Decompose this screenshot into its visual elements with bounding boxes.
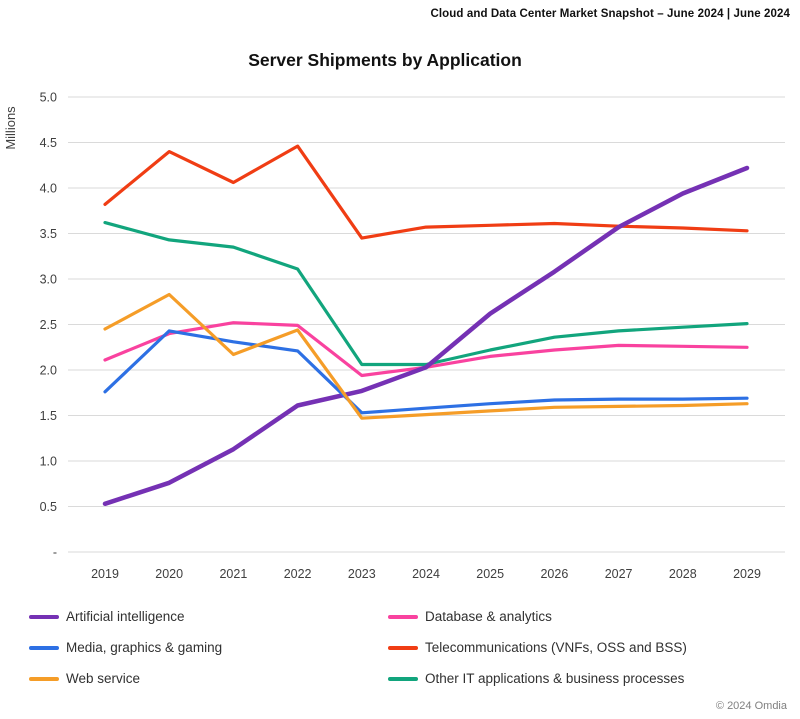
chart-title: Server Shipments by Application [248,50,522,70]
legend-label: Media, graphics & gaming [66,640,223,655]
legend-swatch-web-service [29,676,59,681]
y-axis-tick-label: 1.5 [40,409,57,423]
legend-label: Database & analytics [425,609,552,624]
x-axis-tick-label: 2025 [476,567,504,581]
y-axis-tick-label: 2.0 [40,364,57,378]
report-title: Cloud and Data Center Market Snapshot – … [430,8,790,20]
legend-label: Artificial intelligence [66,609,185,624]
legend-item-web-service: Web service [29,663,222,694]
series-line-web-service [103,292,749,420]
y-axis-tick-label: 4.5 [40,136,57,150]
series-line-telecommunications-vnfs-oss-and-bss [103,144,749,240]
y-axis-tick-label: 3.0 [40,273,57,287]
legend-item-artificial-intelligence: Artificial intelligence [29,601,222,632]
chart-legend: Artificial intelligence Media, graphics … [0,601,800,697]
x-axis-tick-label: 2023 [348,567,376,581]
legend-swatch-media-graphics-gaming [29,645,59,650]
legend-item-other-it-applications: Other IT applications & business process… [388,663,687,694]
x-axis-tick-label: 2022 [284,567,312,581]
series-line-artificial-intelligence [102,165,750,507]
y-axis-tick-label: 0.5 [40,500,57,514]
series-line-media-graphics-gaming [103,329,749,415]
legend-column-left: Artificial intelligence Media, graphics … [29,601,222,694]
x-axis-tick-label: 2028 [669,567,697,581]
legend-item-telecommunications: Telecommunications (VNFs, OSS and BSS) [388,632,687,663]
y-axis-tick-label: 2.5 [40,318,57,332]
legend-label: Other IT applications & business process… [425,671,685,686]
copyright-text: © 2024 Omdia [715,700,787,712]
x-axis-tick-label: 2029 [733,567,761,581]
y-axis-tick-label: 3.5 [40,227,57,241]
line-chart: 5.0 4.5 4.0 3.5 3.0 2.5 2.0 1.5 1.0 0.5 - 2019 2020 2… [3,91,785,581]
x-axis-tick-label: 2021 [219,567,247,581]
legend-item-media-graphics-gaming: Media, graphics & gaming [29,632,222,663]
legend-column-right: Database & analytics Telecommunications … [388,601,687,694]
legend-swatch-database-analytics [388,614,418,619]
legend-swatch-other-it-applications [388,676,418,681]
y-axis-title: Millions [3,106,18,150]
report-header: Cloud and Data Center Market Snapshot – … [430,8,790,20]
y-axis-tick-label: - [53,546,57,560]
legend-swatch-artificial-intelligence [29,614,59,619]
legend-label: Web service [66,671,141,686]
series-line-other-it-applications-business-processes [103,221,749,367]
x-axis-tick-label: 2024 [412,567,440,581]
y-axis-tick-label: 1.0 [40,455,57,469]
legend-item-database-analytics: Database & analytics [388,601,687,632]
x-axis-tick-label: 2020 [155,567,183,581]
legend-swatch-telecommunications [388,645,418,650]
x-axis-tick-label: 2019 [91,567,119,581]
x-axis-tick-label: 2027 [605,567,633,581]
y-axis-tick-label: 4.0 [40,182,57,196]
x-axis-tick-label: 2026 [540,567,568,581]
y-axis-tick-label: 5.0 [40,91,57,105]
report-footer: © 2024 Omdia [716,700,787,712]
legend-label: Telecommunications (VNFs, OSS and BSS) [425,640,687,655]
